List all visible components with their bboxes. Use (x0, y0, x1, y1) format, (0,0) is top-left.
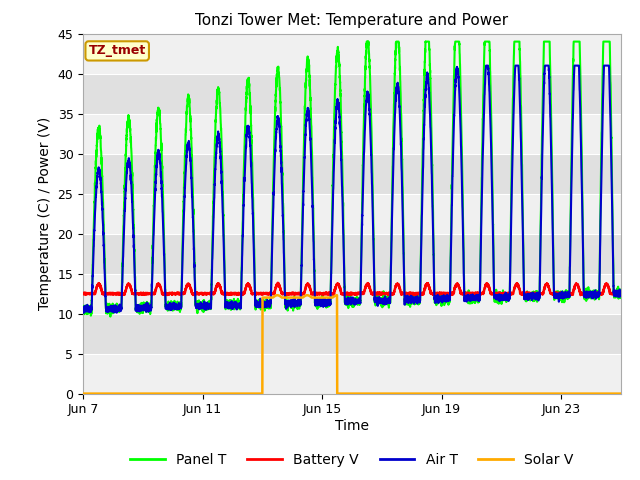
X-axis label: Time: Time (335, 419, 369, 433)
Bar (83, 234, 621, 274)
Legend: Panel T, Battery V, Air T, Solar V: Panel T, Battery V, Air T, Solar V (125, 447, 579, 472)
Bar (83, 114, 621, 154)
Bar (83, 34, 621, 73)
Bar (83, 274, 621, 313)
Bar (83, 154, 621, 193)
Text: TZ_tmet: TZ_tmet (88, 44, 146, 58)
Bar (83, 313, 621, 354)
Title: Tonzi Tower Met: Temperature and Power: Tonzi Tower Met: Temperature and Power (195, 13, 509, 28)
Bar (83, 354, 621, 394)
Y-axis label: Temperature (C) / Power (V): Temperature (C) / Power (V) (38, 117, 52, 310)
Bar (83, 73, 621, 114)
Bar (83, 193, 621, 234)
